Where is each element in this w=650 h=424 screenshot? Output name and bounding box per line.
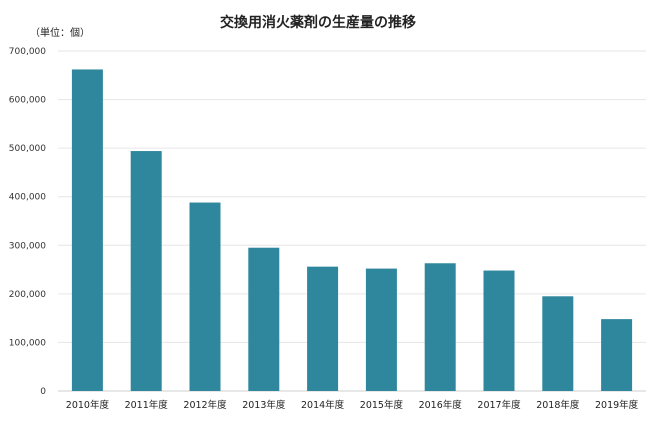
y-tick-label: 300,000 xyxy=(9,241,46,251)
chart-title: 交換用消火薬剤の生産量の推移 xyxy=(220,14,416,31)
x-tick-label: 2019年度 xyxy=(595,399,639,411)
y-tick-label: 400,000 xyxy=(9,193,46,203)
bar xyxy=(365,268,397,391)
y-tick-label: 200,000 xyxy=(9,290,46,300)
x-tick-label: 2012年度 xyxy=(183,399,227,411)
bar xyxy=(130,151,162,391)
x-tick-label: 2017年度 xyxy=(477,399,521,411)
x-axis-ticks: 2010年度 2011年度 2012年度 2013年度 2014年度 2015年度 2016… xyxy=(66,399,639,411)
y-tick-label: 700,000 xyxy=(9,47,46,57)
x-tick-label: 2010年度 xyxy=(66,399,110,411)
x-tick-label: 2016年度 xyxy=(419,399,463,411)
unit-label: （単位：個） xyxy=(30,26,90,39)
bar xyxy=(307,266,339,391)
bar xyxy=(189,202,221,391)
x-tick-label: 2013年度 xyxy=(242,399,286,411)
x-tick-label: 2015年度 xyxy=(360,399,404,411)
bar xyxy=(483,270,515,391)
x-tick-label: 2014年度 xyxy=(301,399,345,411)
bar xyxy=(248,247,280,391)
x-tick-label: 2011年度 xyxy=(125,399,169,411)
y-tick-label: 500,000 xyxy=(9,144,46,154)
bar xyxy=(542,296,574,391)
y-tick-label: 600,000 xyxy=(9,96,46,106)
y-axis-ticks: 0 100,000 200,000 300,000 400,000 500,000 600,… xyxy=(9,47,46,397)
x-tick-label: 2018年度 xyxy=(536,399,580,411)
bars xyxy=(71,69,633,391)
y-tick-label: 0 xyxy=(40,387,46,397)
bar xyxy=(601,319,633,391)
bar xyxy=(71,69,103,391)
bar xyxy=(424,263,456,391)
y-tick-label: 100,000 xyxy=(9,338,46,348)
